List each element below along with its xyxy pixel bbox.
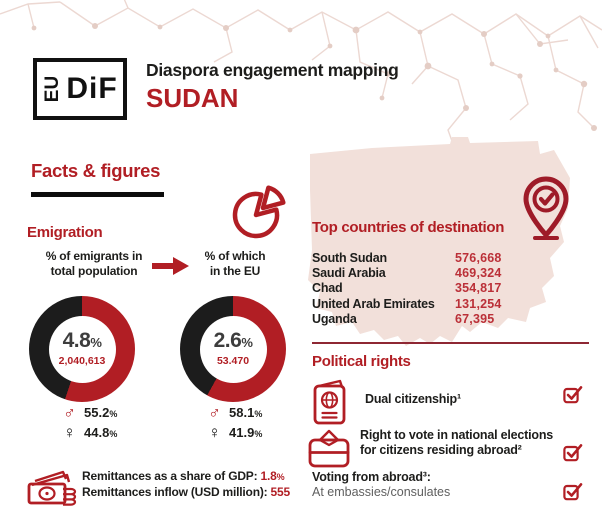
checkbox-checked-icon — [563, 444, 583, 462]
donut-subvalue: 2,040,613 — [58, 355, 106, 367]
destination-row: South Sudan 576,668 — [312, 250, 502, 265]
location-pin-check-icon — [523, 176, 569, 240]
remittances-inflow-line: Remittances inflow (USD million): 555 — [82, 485, 290, 499]
facts-underline — [31, 192, 164, 197]
eudif-logo-dif: DiF — [66, 72, 118, 105]
legend-male-row: ♂ 58.1% — [208, 403, 263, 422]
eudif-logo-eu: EU — [42, 75, 64, 103]
destinations-heading: Top countries of destination — [312, 219, 505, 236]
donut-subvalue: 53.470 — [216, 355, 250, 367]
female-icon: ♀ — [63, 423, 76, 442]
chart-label-in-eu: % of which in the EU — [204, 249, 266, 278]
arrow-right-icon — [152, 257, 189, 275]
donut-center: 4.8% 2,040,613 — [48, 315, 116, 383]
checkbox-checked-icon — [563, 386, 583, 404]
female-icon: ♀ — [208, 423, 221, 442]
emigration-heading: Emigration — [27, 224, 103, 241]
passport-icon — [313, 379, 346, 425]
page-title: Diaspora engagement mapping — [146, 60, 399, 80]
donut-center: 2.6% 53.470 — [199, 315, 267, 383]
male-icon: ♂ — [63, 403, 76, 422]
legend-in-eu: ♂ 58.1% ♀ 41.9% — [207, 403, 262, 442]
donut-chart-in-eu: 2.6% 53.470 — [180, 296, 286, 402]
chart-label-total-population: % of emigrants in total population — [45, 249, 143, 278]
destination-row: United Arab Emirates 131,254 — [312, 296, 502, 311]
facts-figures-heading: Facts & figures — [31, 160, 161, 181]
dual-citizenship-label: Dual citizenship¹ — [365, 392, 461, 406]
destinations-table: South Sudan 576,668 Saudi Arabia 469,324 C… — [312, 250, 574, 327]
political-rights-heading: Political rights — [312, 353, 411, 370]
checkbox-checked-icon — [563, 483, 583, 501]
donut-chart-total-population: 4.8% 2,040,613 — [29, 296, 135, 402]
voting-from-abroad-value: At embassies/consulates — [312, 485, 451, 499]
legend-total-population: ♂ 55.2% ♀ 44.8% — [62, 403, 117, 442]
donut-value: 2.6% — [213, 329, 253, 352]
donut-value: 4.8% — [62, 329, 102, 352]
remittances-gdp-line: Remittances as a share of GDP: 1.8% — [82, 469, 285, 483]
sudan-map-silhouette — [308, 137, 570, 346]
ballot-box-icon — [308, 429, 350, 468]
country-title: SUDAN — [146, 83, 239, 113]
legend-female-row: ♀ 44.8% — [63, 423, 118, 442]
male-icon: ♂ — [208, 403, 221, 422]
network-pattern-decoration — [0, 0, 602, 155]
destination-row: Chad 354,817 — [312, 281, 502, 296]
right-to-vote-label: Right to vote in national elections for … — [360, 428, 554, 457]
voting-from-abroad-label: Voting from abroad³: — [312, 470, 431, 484]
legend-female-row: ♀ 41.9% — [208, 423, 263, 442]
money-icon — [27, 470, 77, 506]
destination-row: Uganda 67,395 — [312, 312, 495, 327]
pie-chart-icon — [232, 185, 286, 239]
section-divider — [312, 342, 589, 344]
eudif-logo: EU DiF — [33, 58, 127, 120]
legend-male-row: ♂ 55.2% — [63, 403, 118, 422]
remittances-block: Remittances as a share of GDP: 1.8% Remi… — [82, 469, 290, 500]
destination-row: Saudi Arabia 469,324 — [312, 266, 502, 281]
